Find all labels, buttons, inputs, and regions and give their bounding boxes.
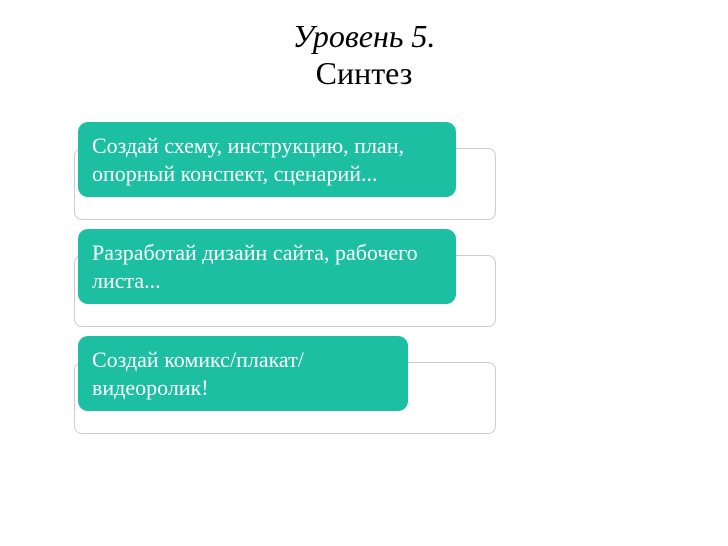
title-line2: Синтез <box>0 55 728 92</box>
block-front-shape: Разработай дизайн сайта, рабочего листа.… <box>78 229 456 304</box>
block-front-shape: Создай комикс/плакат/видеоролик! <box>78 336 408 411</box>
block-text: Разработай дизайн сайта, рабочего листа.… <box>92 240 418 293</box>
block-text: Создай комикс/плакат/видеоролик! <box>92 347 304 400</box>
block-front-shape: Создай схему, инструкцию, план, опорный … <box>78 122 456 197</box>
title-line1: Уровень 5. <box>0 18 728 55</box>
block-item: Создай комикс/плакат/видеоролик! <box>78 336 728 411</box>
blocks-container: Создай схему, инструкцию, план, опорный … <box>0 122 728 411</box>
block-item: Разработай дизайн сайта, рабочего листа.… <box>78 229 728 304</box>
block-text: Создай схему, инструкцию, план, опорный … <box>92 133 404 186</box>
title-container: Уровень 5. Синтез <box>0 0 728 122</box>
block-item: Создай схему, инструкцию, план, опорный … <box>78 122 728 197</box>
